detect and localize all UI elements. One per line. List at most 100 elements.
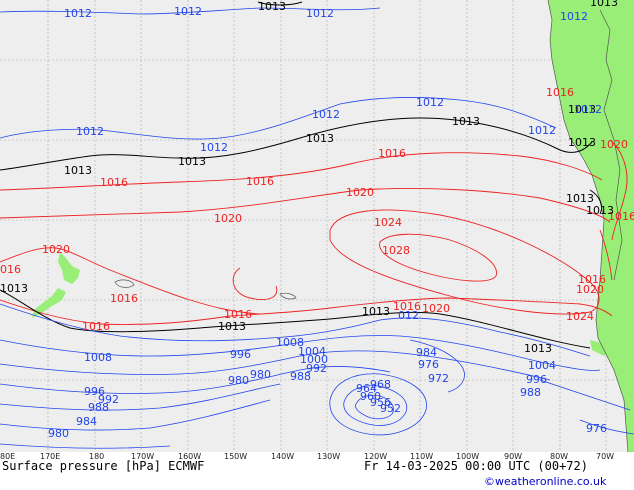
- lon-tick: 150W: [224, 452, 247, 461]
- lon-tick: 90W: [504, 452, 522, 461]
- valid-time: Fr 14-03-2025 00:00 UTC (00+72): [364, 459, 588, 473]
- isobar-label: 1013: [178, 155, 206, 168]
- new-zealand-south-land: [32, 288, 66, 318]
- isobar-label: 980: [228, 374, 249, 387]
- isobar-label: 1012: [200, 141, 228, 154]
- isobar-label: 1008: [276, 336, 304, 349]
- lon-tick: 80E: [0, 452, 15, 461]
- isobar-label: 1016: [100, 176, 128, 189]
- lon-tick: 140W: [271, 452, 294, 461]
- isobar-label: 960: [360, 390, 381, 403]
- tierra-del-fuego-land: [590, 340, 614, 356]
- isobar-label: 1016: [82, 320, 110, 333]
- lon-tick: 80W: [550, 452, 568, 461]
- high-pressure-labels: 1016 1016 1016 1020 1020 1024 1028 1020 …: [0, 86, 634, 333]
- isobar-label: 996: [230, 348, 251, 361]
- isobar-label: 016: [0, 263, 21, 276]
- isobar-label: 1016: [546, 86, 574, 99]
- isobar-label: 980: [250, 368, 271, 381]
- map-title: Surface pressure [hPa] ECMWF: [2, 459, 204, 473]
- isobar-label: 1020: [214, 212, 242, 225]
- isobar-label: 1028: [382, 244, 410, 257]
- south-america-land: [548, 0, 634, 452]
- isobar-label: 012: [398, 309, 419, 322]
- isobar-label: 1013: [566, 192, 594, 205]
- coast-lines: [114, 0, 629, 453]
- low-pressure-isobars: [0, 7, 634, 449]
- lon-tick: 130W: [317, 452, 340, 461]
- isobar-label: 956: [370, 396, 391, 409]
- isobar-label: 996: [526, 373, 547, 386]
- land-masses: [32, 0, 634, 452]
- isobar-label: 1020: [600, 138, 628, 151]
- isobar-label: 1013: [586, 204, 614, 217]
- isobar-label: 1012: [174, 5, 202, 18]
- lon-tick: 170W: [131, 452, 154, 461]
- isobar-label: 1013: [568, 136, 596, 149]
- isobar-label: 1012: [312, 108, 340, 121]
- longitude-axis: 80E 170E 180 170W 160W 150W 140W 130W 12…: [0, 452, 614, 461]
- isobar-label: 968: [370, 378, 391, 391]
- isobar-label: 1012: [528, 124, 556, 137]
- lon-tick: 100W: [456, 452, 479, 461]
- isobar-label: 1013: [568, 103, 596, 116]
- lon-tick: 70W: [596, 452, 614, 461]
- reference-labels: 1013 1013 1013 1013 1013 1013 1013 1013 …: [0, 0, 618, 355]
- isobar-label: 1016: [608, 210, 634, 223]
- isobar-label: 996: [84, 385, 105, 398]
- isobar-label: 984: [416, 346, 437, 359]
- isobar-label: 1000: [300, 353, 328, 366]
- isobar-label: 1012: [76, 125, 104, 138]
- isobar-label: 1016: [393, 300, 421, 313]
- isobar-label: 1008: [84, 351, 112, 364]
- isobar-label: 964: [356, 382, 377, 395]
- isobar-label: 972: [428, 372, 449, 385]
- reference-isobars: [0, 1, 603, 349]
- isobar-label: 1020: [576, 283, 604, 296]
- isobar-label: 1012: [306, 7, 334, 20]
- isobar-label: 980: [48, 427, 69, 440]
- lon-tick: 170E: [40, 452, 60, 461]
- isobar-label: 1013: [218, 320, 246, 333]
- isobar-label: 1013: [362, 305, 390, 318]
- isobar-label: 1013: [524, 342, 552, 355]
- lon-tick: 180: [89, 452, 104, 461]
- isobar-label: 1013: [0, 282, 28, 295]
- lon-tick: 120W: [364, 452, 387, 461]
- isobar-label: 1004: [528, 359, 556, 372]
- isobar-label: 1020: [42, 243, 70, 256]
- lon-tick: 160W: [178, 452, 201, 461]
- isobar-label: 1013: [590, 0, 618, 9]
- isobar-label: 1016: [378, 147, 406, 160]
- lon-tick: 110W: [410, 452, 433, 461]
- isobar-label: 988: [520, 386, 541, 399]
- isobar-label: 1013: [258, 0, 286, 13]
- isobar-label: 992: [306, 362, 327, 375]
- isobar-label: 1004: [298, 345, 326, 358]
- isobar-label: 976: [586, 422, 607, 435]
- isobar-label: 988: [88, 401, 109, 414]
- isobar-label: 992: [98, 393, 119, 406]
- isobar-label: 1016: [110, 292, 138, 305]
- isobar-label: 1024: [566, 310, 594, 323]
- isobar-label: 1020: [422, 302, 450, 315]
- isobar-label: 988: [290, 370, 311, 383]
- high-pressure-isobars: [0, 139, 628, 325]
- isobar-label: 976: [418, 358, 439, 371]
- isobar-label: 984: [76, 415, 97, 428]
- isobar-label: 952: [380, 402, 401, 415]
- isobar-label: 1016: [224, 308, 252, 321]
- isobar-label: 1013: [452, 115, 480, 128]
- isobar-label: 1012: [560, 10, 588, 23]
- isobar-label: 1012: [574, 103, 602, 116]
- isobar-label: 1024: [374, 216, 402, 229]
- ocean-background: [0, 0, 634, 452]
- isobar-label: 1012: [64, 7, 92, 20]
- credit-link[interactable]: ©weatheronline.co.uk: [484, 475, 607, 488]
- new-zealand-north-land: [58, 252, 80, 284]
- low-pressure-labels: 1012 1012 1012 1012 1012 1012 1012 1012 …: [48, 5, 607, 440]
- isobar-label: 1016: [578, 273, 606, 286]
- isobar-label: 1012: [416, 96, 444, 109]
- isobar-label: 1013: [64, 164, 92, 177]
